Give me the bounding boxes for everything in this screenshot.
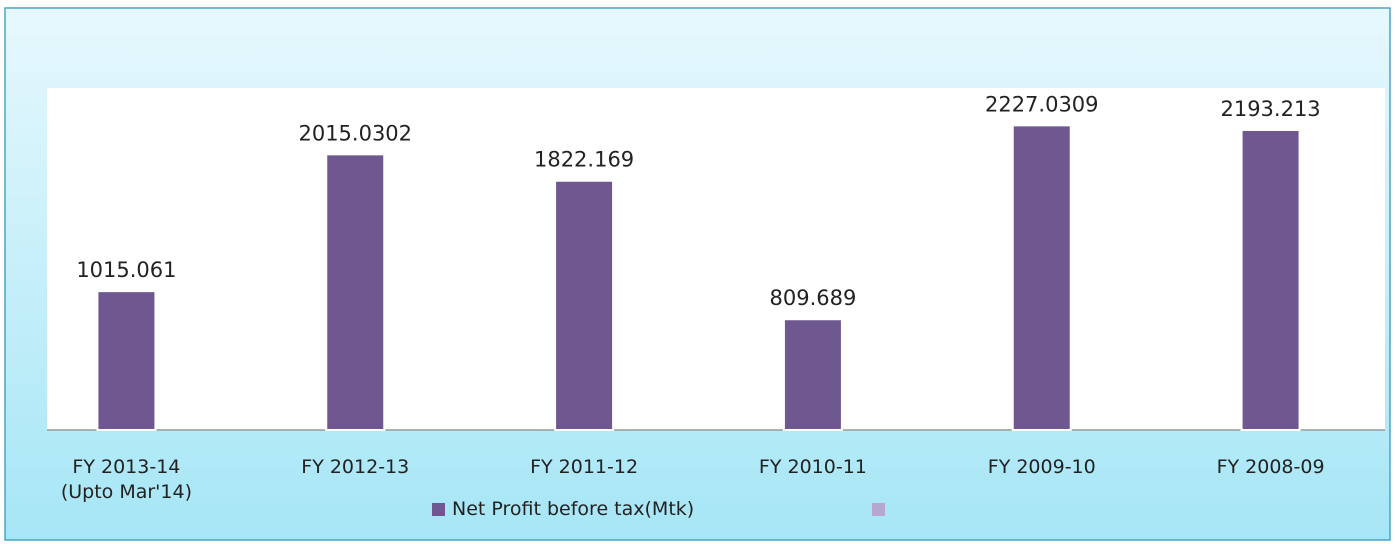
- data-label: 809.689: [769, 286, 856, 310]
- data-label: 2015.0302: [298, 121, 412, 145]
- bar: [782, 318, 843, 432]
- data-label: 2227.0309: [985, 92, 1099, 116]
- legend-marker: [432, 503, 445, 516]
- legend-marker: [872, 503, 885, 516]
- bar: [1240, 128, 1301, 431]
- data-label: 2193.213: [1220, 97, 1320, 121]
- x-tick-label: FY 2008-09: [1216, 456, 1325, 478]
- x-tick-label: FY 2013-14 (Upto Mar'14): [60, 456, 192, 503]
- data-label: 1015.061: [76, 258, 176, 282]
- plot-area: [47, 88, 1385, 430]
- bar: [325, 153, 386, 431]
- x-tick-label: FY 2011-12: [530, 456, 639, 478]
- x-tick-label: FY 2012-13: [301, 456, 410, 478]
- bar: [1011, 124, 1072, 432]
- x-tick-label: FY 2009-10: [987, 456, 1096, 478]
- bar: [554, 179, 615, 431]
- legend-label: Net Profit before tax(Mtk): [452, 498, 694, 520]
- bar: [96, 290, 157, 431]
- x-tick-label: FY 2010-11: [758, 456, 867, 478]
- data-label: 1822.169: [534, 148, 634, 172]
